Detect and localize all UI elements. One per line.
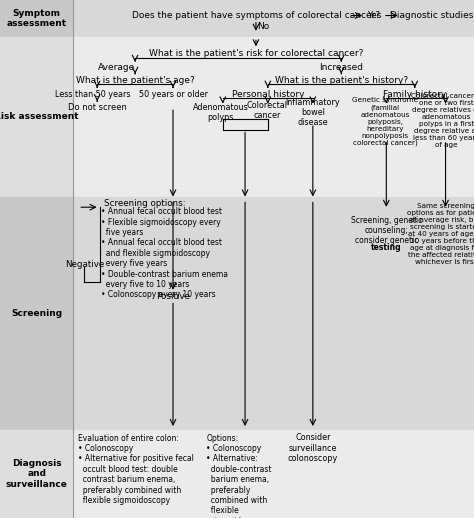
Text: Yes: Yes bbox=[367, 11, 382, 20]
Bar bbox=[0, 197, 73, 430]
Text: No: No bbox=[257, 22, 270, 32]
Text: What is the patient's history?: What is the patient's history? bbox=[275, 76, 408, 85]
Text: Inflammatory
bowel
disease: Inflammatory bowel disease bbox=[285, 97, 340, 127]
Text: Personal history: Personal history bbox=[232, 90, 304, 99]
Text: Do not screen: Do not screen bbox=[68, 103, 127, 112]
Text: 50 years or older: 50 years or older bbox=[138, 90, 208, 99]
Text: Genetic syndrome
(familial
adenomatous
polyposis,
hereditary
nonpolyposis
colore: Genetic syndrome (familial adenomatous p… bbox=[352, 97, 418, 146]
Text: testing: testing bbox=[371, 243, 401, 252]
Text: Positive: Positive bbox=[156, 292, 190, 301]
Text: Options:
• Colonoscopy
• Alternative:
  double-contrast
  barium enema,
  prefer: Options: • Colonoscopy • Alternative: do… bbox=[206, 434, 272, 518]
Text: Does the patient have symptoms of colorectal cancer?: Does the patient have symptoms of colore… bbox=[132, 11, 380, 20]
Text: Screening: Screening bbox=[11, 309, 62, 318]
Bar bbox=[0, 37, 73, 197]
Text: Screening, genetic
counseling;
consider genetic: Screening, genetic counseling; consider … bbox=[351, 215, 422, 246]
Bar bbox=[0, 430, 73, 518]
Text: Screening options:: Screening options: bbox=[104, 198, 186, 208]
Text: Consider
surveillance
colonoscopy: Consider surveillance colonoscopy bbox=[288, 433, 338, 463]
Text: Negative: Negative bbox=[65, 260, 104, 269]
Text: Colorectal
cancer: Colorectal cancer bbox=[246, 100, 287, 120]
Bar bbox=[0, 430, 474, 518]
Bar bbox=[0, 0, 73, 37]
Text: Less than 50 years: Less than 50 years bbox=[55, 90, 130, 99]
Text: Family history: Family history bbox=[383, 90, 447, 99]
Text: What is the patient's age?: What is the patient's age? bbox=[76, 76, 194, 85]
Text: • Annual fecal occult blood test
• Flexible sigmoidoscopy every
  five years
• A: • Annual fecal occult blood test • Flexi… bbox=[101, 207, 228, 299]
Text: Symptom
assessment: Symptom assessment bbox=[7, 9, 67, 28]
Text: Diagnosis
and
surveillance: Diagnosis and surveillance bbox=[6, 459, 68, 489]
Text: Average: Average bbox=[98, 63, 135, 73]
Text: Risk assessment: Risk assessment bbox=[0, 112, 79, 121]
Bar bbox=[0, 197, 474, 430]
Text: Colorectal cancer in
one or two first
degree relatives or
adenomatous
polyps in : Colorectal cancer in one or two first de… bbox=[410, 93, 474, 148]
Text: Diagnostic studies: Diagnostic studies bbox=[390, 11, 473, 20]
Text: What is the patient's risk for colorectal cancer?: What is the patient's risk for colorecta… bbox=[149, 49, 363, 58]
Text: Evaluation of entire colon:
• Colonoscopy
• Alternative for positive fecal
  occ: Evaluation of entire colon: • Colonoscop… bbox=[78, 434, 194, 505]
Bar bbox=[0, 0, 474, 37]
Text: Adenomatous
polyps: Adenomatous polyps bbox=[192, 103, 248, 122]
Bar bbox=[0, 37, 474, 197]
Text: Same screening
options as for patient
at average risk, but
screening is started
: Same screening options as for patient at… bbox=[407, 203, 474, 265]
Text: Increased: Increased bbox=[319, 63, 363, 73]
